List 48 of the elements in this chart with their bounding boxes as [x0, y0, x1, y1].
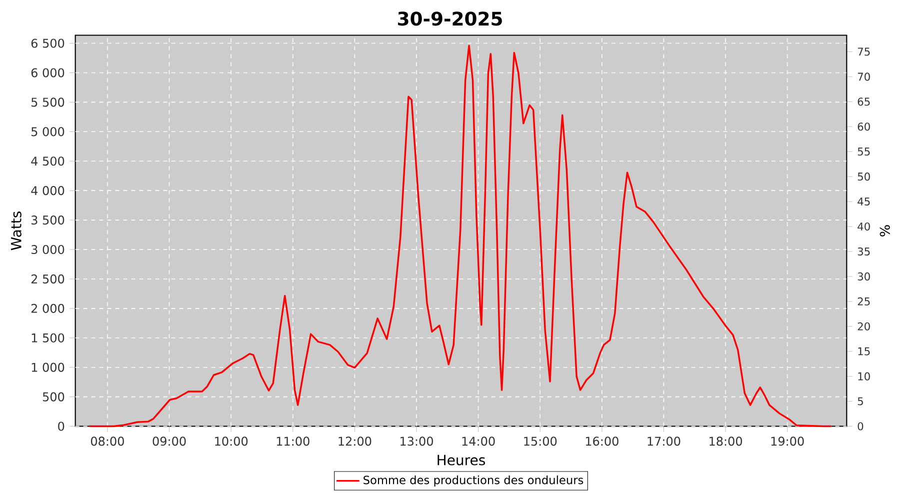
x-tick-label: 12:00 [338, 436, 372, 446]
y2-axis-title: % [880, 225, 890, 236]
y2-tick-label: 35 [858, 247, 870, 256]
y-axis-title: Watts [11, 212, 22, 250]
y-tick-label: 1 000 [32, 362, 64, 372]
y-tick-label: 3 500 [32, 216, 64, 225]
legend-label: Somme des productions des onduleurs [364, 475, 584, 486]
y2-tick-label: 55 [858, 148, 870, 156]
x-tick-label: 14:00 [462, 436, 495, 446]
x-tick-label: 15:00 [524, 436, 557, 446]
x-tick-label: 13:00 [400, 436, 433, 446]
x-tick-label: 09:00 [152, 436, 186, 446]
y2-tick-label: 50 [858, 172, 870, 181]
x-tick-label: 16:00 [586, 436, 618, 446]
y-tick-label: 4 500 [31, 156, 64, 166]
x-tick-label: 19:00 [771, 436, 804, 446]
x-tick-label: 18:00 [710, 436, 742, 446]
x-axis-title: Heures [438, 454, 486, 466]
y-tick-label: 4 000 [31, 186, 64, 196]
line-series [88, 44, 832, 428]
y-tick-label: 6 500 [31, 38, 64, 48]
x-tick-label: 11:00 [276, 436, 310, 446]
x-tick-label: 17:00 [648, 436, 680, 446]
y-tick-label: 1 500 [32, 333, 64, 342]
y2-tick-label: 5 [858, 397, 863, 406]
y-tick-label: 3 000 [32, 244, 64, 254]
y2-tick-label: 60 [858, 122, 870, 131]
y2-tick-label: 45 [858, 198, 870, 206]
y2-tick-label: 20 [858, 322, 870, 330]
y-tick-label: 500 [42, 392, 64, 402]
y-tick-label: 5 500 [32, 98, 64, 107]
chart-title: 30-9-2025 [398, 12, 502, 26]
y2-tick-label: 75 [858, 48, 870, 56]
y2-tick-label: 15 [858, 347, 870, 356]
y2-tick-label: 40 [858, 222, 870, 231]
y-tick-label: 0 [58, 422, 64, 431]
y-tick-label: 6 000 [31, 68, 64, 78]
y-tick-label: 5 000 [32, 127, 64, 136]
x-tick-label: 10:00 [215, 436, 248, 446]
y-tick-label: 2 000 [31, 304, 64, 313]
x-tick-label: 08:00 [90, 436, 124, 446]
y2-tick-label: 30 [858, 272, 870, 280]
y2-tick-label: 0 [858, 422, 864, 430]
y2-tick-label: 65 [858, 98, 870, 106]
y2-tick-label: 25 [858, 297, 870, 306]
y-tick-label: 2 500 [31, 274, 64, 284]
y2-tick-label: 70 [858, 72, 870, 81]
y2-tick-label: 10 [858, 372, 870, 380]
